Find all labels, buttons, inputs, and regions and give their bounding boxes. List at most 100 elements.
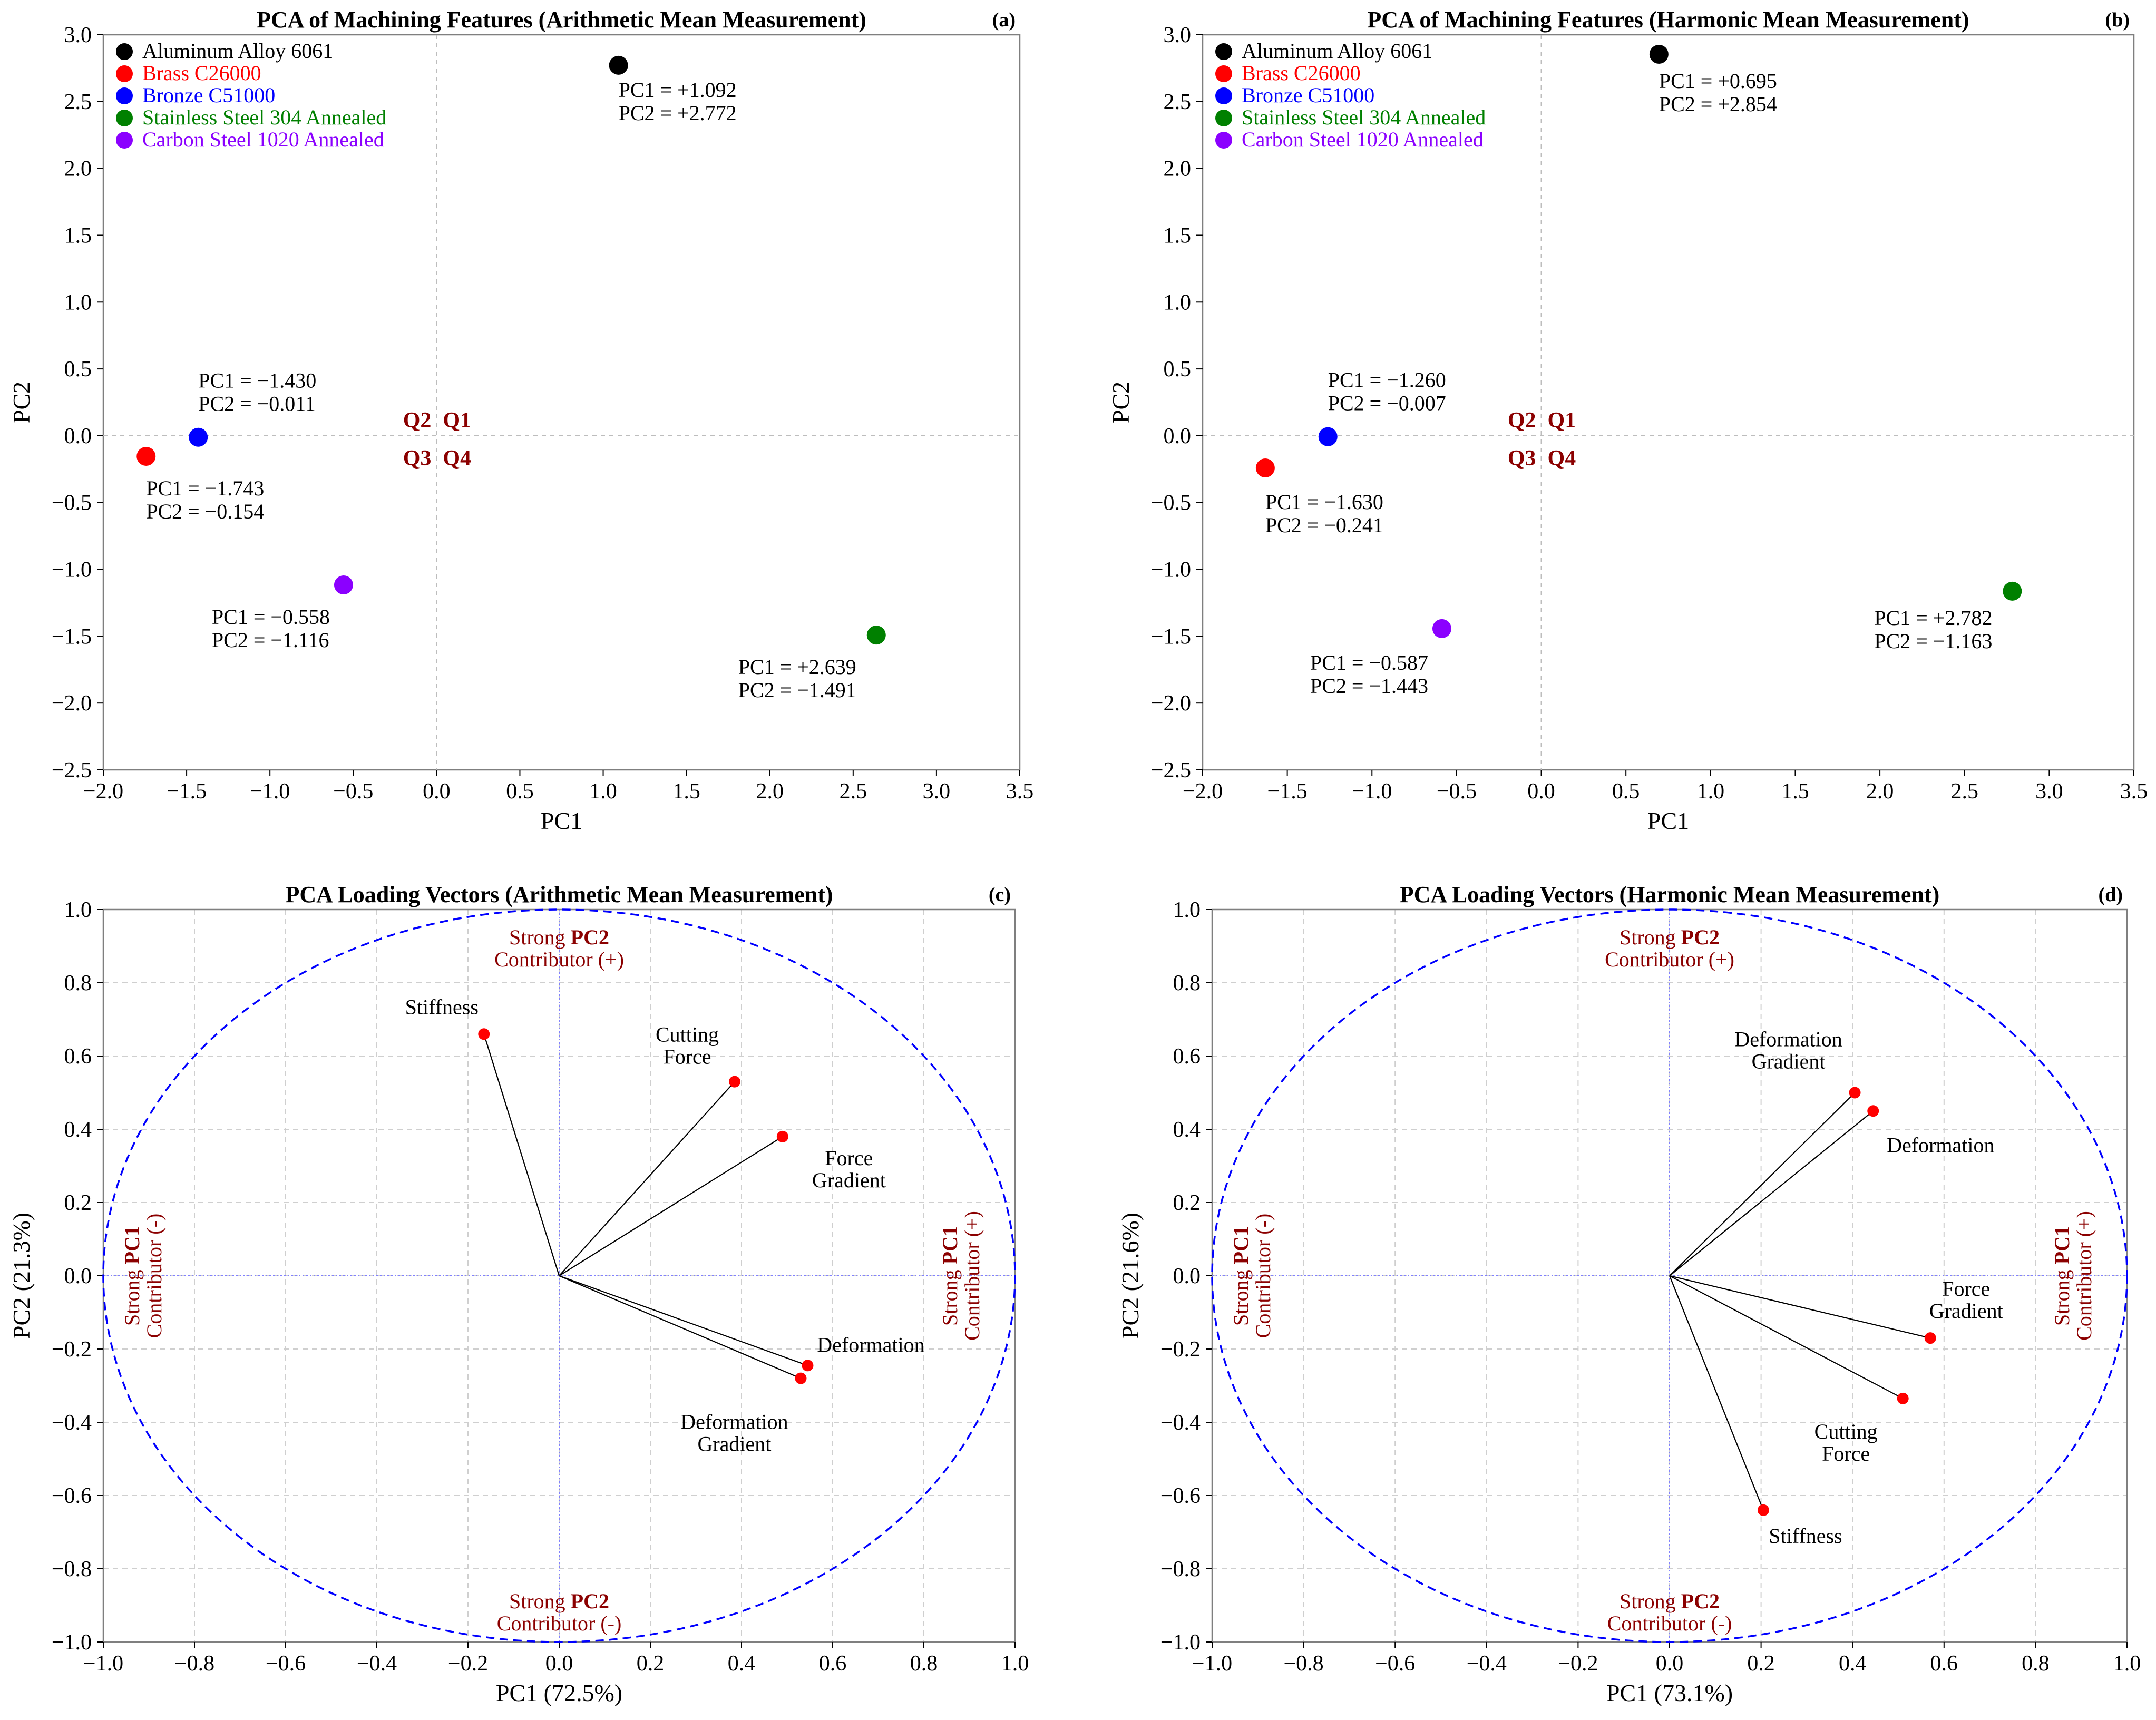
contributor-line-1: Strong PC2 [509, 1589, 609, 1613]
contributor-pc: PC2 [571, 925, 609, 949]
x-tick-label: 0.0 [545, 1651, 573, 1676]
legend-entry: Carbon Steel 1020 Annealed [142, 128, 384, 151]
legend-marker [116, 110, 133, 126]
x-tick-label: 3.5 [2120, 779, 2148, 804]
x-tick-label: 0.2 [1747, 1651, 1775, 1676]
chart-title: PCA of Machining Features (Harmonic Mean… [1367, 7, 1969, 33]
legend-marker [1215, 43, 1232, 60]
y-tick-label: 2.0 [1164, 157, 1192, 181]
data-label-pc2: PC2 = −0.007 [1328, 392, 1446, 415]
data-label-pc1: PC1 = −0.587 [1310, 651, 1428, 675]
plot-frame [1202, 34, 2135, 771]
x-tick-label: −0.2 [448, 1651, 488, 1676]
y-tick-label: 2.5 [1164, 90, 1192, 114]
legend-marker [1215, 65, 1232, 82]
vector-label: Cutting [656, 1023, 719, 1047]
x-tick-label: 0.6 [1930, 1651, 1958, 1676]
legend-marker [116, 87, 133, 104]
vector-label: Stiffness [405, 995, 479, 1019]
contributor-pc: PC2 [1681, 925, 1720, 949]
y-axis-label: PC2 (21.6%) [1117, 1213, 1144, 1339]
panel-d-loadings-harmonic: −1.0 −0.8 −0.6 −0.4 −0.2 0.0 0.2 0.4 0.6 0.8 1.0 −1… [1117, 882, 2141, 1706]
loading-point [1849, 1087, 1861, 1099]
x-tick-label: −0.8 [174, 1651, 214, 1676]
loading-vector [559, 1275, 802, 1379]
y-tick-label: 0.5 [64, 357, 92, 382]
loading-vector [559, 1275, 808, 1366]
data-point [189, 427, 208, 447]
y-tick-label: −2.0 [1151, 691, 1191, 716]
data-label-pc2: PC2 = −1.491 [738, 678, 856, 702]
panel-tag: (c) [989, 884, 1011, 906]
data-label-pc1: PC1 = −1.430 [198, 369, 316, 393]
y-tick-label: −0.8 [1160, 1557, 1201, 1581]
y-tick-label: −0.6 [1160, 1484, 1201, 1508]
x-axis-label: PC1 (72.5%) [496, 1679, 622, 1706]
contributor-pc: PC1 [120, 1226, 144, 1264]
data-point [136, 446, 156, 466]
panel-tag: (a) [992, 9, 1016, 31]
x-tick-label: 1.0 [2113, 1651, 2141, 1676]
x-tick-label: −2.0 [83, 779, 123, 804]
y-tick-label: 0.0 [1173, 1264, 1201, 1288]
data-label-pc1: PC1 = −0.558 [212, 605, 330, 629]
y-tick-label: 1.5 [1164, 223, 1192, 248]
x-tick-label: −0.4 [1467, 1651, 1507, 1676]
x-tick-label: −1.0 [1192, 1651, 1232, 1676]
legend-entry: Bronze C51000 [1242, 83, 1374, 107]
unit-circle [1211, 908, 2128, 1643]
quadrant-label-q4: Q4 [443, 446, 471, 471]
legend-entry: Brass C26000 [1242, 61, 1361, 85]
panel-tag: (b) [2105, 9, 2130, 31]
data-label-pc1: PC1 = −1.743 [146, 476, 264, 500]
contributor-line-1: Strong PC2 [1620, 1589, 1720, 1613]
x-tick-label: 3.5 [1006, 779, 1034, 804]
contributor-line-2: Contributor (-) [1251, 1214, 1275, 1338]
quadrant-label-q3: Q3 [403, 446, 432, 471]
y-tick-label: 3.0 [1164, 23, 1192, 47]
y-axis-label: PC2 [1107, 382, 1134, 423]
loading-point [478, 1028, 490, 1040]
loading-vector [1669, 1110, 1874, 1276]
y-tick-label: 1.0 [64, 290, 92, 315]
y-axis-label: PC2 (21.3%) [8, 1213, 35, 1339]
contributor-line-2: Contributor (+) [1605, 947, 1734, 971]
loading-vector [559, 1136, 783, 1276]
contributor-strong: Strong [1620, 1589, 1676, 1613]
y-tick-label: −1.0 [52, 1630, 92, 1655]
y-tick-label: −1.5 [1151, 624, 1191, 649]
x-tick-label: 3.0 [2035, 779, 2063, 804]
x-tick-label: −2.0 [1183, 779, 1223, 804]
quadrant-label-q1: Q1 [443, 408, 471, 433]
data-label-pc1: PC1 = −1.260 [1328, 368, 1446, 392]
vector-label: Gradient [1929, 1299, 2003, 1323]
data-label-pc2: PC2 = −1.443 [1310, 674, 1428, 698]
chart-title: PCA Loading Vectors (Arithmetic Mean Mea… [285, 882, 833, 907]
data-label-pc1: PC1 = −1.630 [1265, 490, 1383, 514]
x-tick-label: −0.5 [1437, 779, 1477, 804]
data-label-pc1: PC1 = +1.092 [619, 78, 737, 102]
contributor-pc: PC2 [571, 1589, 609, 1613]
y-tick-label: 0.5 [1164, 357, 1192, 382]
x-tick-label: −0.2 [1558, 1651, 1598, 1676]
quadrant-label-q4: Q4 [1548, 446, 1576, 471]
vector-label: Deformation [680, 1410, 788, 1434]
x-tick-label: 3.0 [923, 779, 951, 804]
x-tick-label: 1.0 [589, 779, 617, 804]
contributor-strong: Strong [120, 1269, 144, 1326]
quadrant-label-q2: Q2 [1508, 408, 1536, 433]
y-tick-label: −0.6 [52, 1484, 92, 1508]
quadrant-label-q3: Q3 [1508, 446, 1536, 471]
x-tick-label: 2.0 [1866, 779, 1894, 804]
vector-label: Gradient [1752, 1050, 1826, 1073]
x-tick-label: 1.5 [672, 779, 700, 804]
vector-label: Force [1822, 1442, 1870, 1465]
data-label-pc1: PC1 = +2.782 [1874, 606, 1992, 630]
x-tick-label: −1.0 [250, 779, 290, 804]
x-tick-label: 2.5 [840, 779, 867, 804]
x-axis-label: PC1 [541, 807, 582, 834]
loading-vector [1669, 1275, 1904, 1399]
